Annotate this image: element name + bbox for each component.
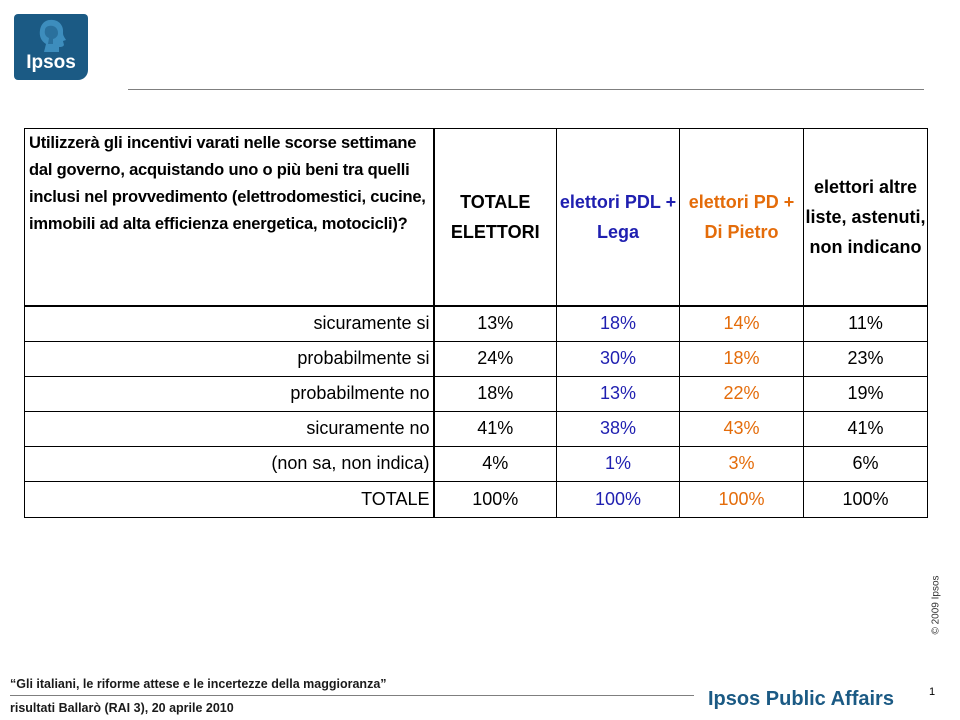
- value-cell: 100%: [556, 480, 680, 519]
- row-label: sicuramente no: [24, 410, 435, 447]
- row-label: TOTALE: [24, 480, 435, 519]
- footer-divider: [10, 695, 694, 696]
- footer-subtitle: risultati Ballarò (RAI 3), 20 aprile 201…: [10, 701, 234, 715]
- value-cell: 18%: [433, 375, 557, 412]
- header-row: Utilizzerà gli incentivi varati nelle sc…: [24, 127, 928, 307]
- value-cell: 43%: [679, 410, 804, 447]
- value-cell: 38%: [556, 410, 680, 447]
- value-cell: 100%: [679, 480, 804, 519]
- table-row: sicuramente si 13% 18% 14% 11%: [24, 305, 928, 342]
- value-cell: 100%: [433, 480, 557, 519]
- ipsos-logo: Ipsos: [14, 14, 88, 80]
- value-cell: 13%: [556, 375, 680, 412]
- value-cell: 18%: [556, 305, 680, 342]
- value-cell: 18%: [679, 340, 804, 377]
- value-cell: 41%: [803, 410, 928, 447]
- survey-table: Utilizzerà gli incentivi varati nelle sc…: [24, 127, 928, 519]
- row-label: probabilmente si: [24, 340, 435, 377]
- table-row: probabilmente no 18% 13% 22% 19%: [24, 375, 928, 412]
- table-row: probabilmente si 24% 30% 18% 23%: [24, 340, 928, 377]
- value-cell: 19%: [803, 375, 928, 412]
- value-cell: 30%: [556, 340, 680, 377]
- copyright-text: © 2009 Ipsos: [930, 575, 942, 635]
- value-cell: 11%: [803, 305, 928, 342]
- value-cell: 24%: [433, 340, 557, 377]
- copyright-vertical: © 2009 Ipsos: [926, 570, 946, 640]
- table-row: sicuramente no 41% 38% 43% 41%: [24, 410, 928, 447]
- brand-wordmark: Ipsos Public Affairs: [708, 688, 894, 710]
- profile-head-icon: [39, 19, 66, 52]
- column-header-totale: TOTALE ELETTORI: [433, 127, 557, 307]
- row-label: probabilmente no: [24, 375, 435, 412]
- column-header-altre-liste: elettori altre liste, astenuti, non indi…: [803, 127, 928, 307]
- value-cell: 1%: [556, 445, 680, 482]
- table-row: (non sa, non indica) 4% 1% 3% 6%: [24, 445, 928, 482]
- column-header-pd-dipietro: elettori PD + Di Pietro: [679, 127, 804, 307]
- value-cell: 100%: [803, 480, 928, 519]
- header-divider: [128, 89, 924, 90]
- value-cell: 22%: [679, 375, 804, 412]
- page-number: 1: [929, 686, 936, 698]
- value-cell: 13%: [433, 305, 557, 342]
- row-label: (non sa, non indica): [24, 445, 435, 482]
- value-cell: 41%: [433, 410, 557, 447]
- value-cell: 14%: [679, 305, 804, 342]
- question-cell: Utilizzerà gli incentivi varati nelle sc…: [24, 127, 435, 307]
- value-cell: 6%: [803, 445, 928, 482]
- footer-quote: “Gli italiani, le riforme attese e le in…: [10, 677, 387, 691]
- column-header-pdl-lega: elettori PDL + Lega: [556, 127, 680, 307]
- logo-text: Ipsos: [26, 52, 76, 73]
- row-label: sicuramente si: [24, 305, 435, 342]
- table-row-total: TOTALE 100% 100% 100% 100%: [24, 480, 928, 519]
- value-cell: 4%: [433, 445, 557, 482]
- value-cell: 23%: [803, 340, 928, 377]
- value-cell: 3%: [679, 445, 804, 482]
